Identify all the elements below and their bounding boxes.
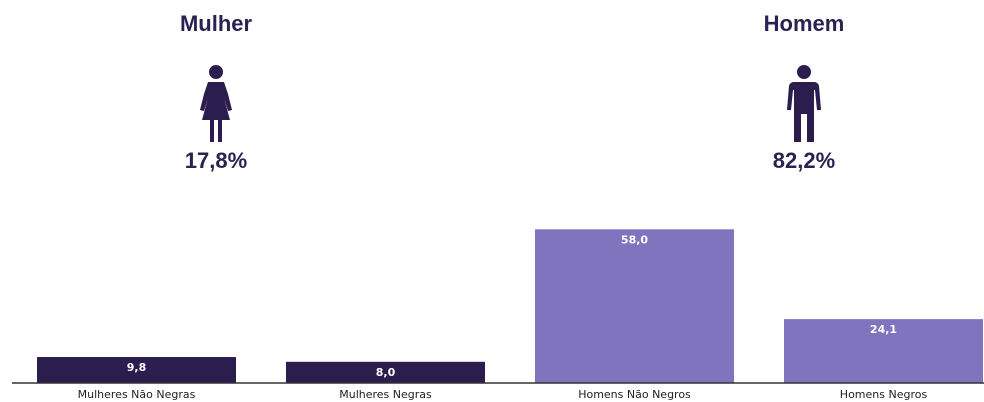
bar-1	[37, 357, 236, 383]
bar-3	[535, 229, 734, 383]
labels-layer: 9,8 Mulheres Não Negras 8,0 Mulheres Negras…	[78, 233, 928, 401]
bar-value-label-1: 9,8	[127, 361, 147, 374]
category-label-1: Mulheres Não Negras	[78, 388, 196, 401]
man-icon	[787, 65, 821, 142]
category-label-3: Homens Não Negros	[578, 388, 691, 401]
bars-layer	[37, 229, 983, 383]
bar-2	[286, 361, 485, 383]
bar-4	[784, 319, 983, 383]
woman-icon	[200, 65, 232, 142]
bar-value-label-4: 24,1	[870, 323, 897, 336]
group-title-homem: Homem	[763, 11, 845, 36]
bar-value-label-2: 8,0	[376, 366, 396, 379]
group-percent-mulher: 17,8%	[184, 148, 248, 173]
group-title-mulher: Mulher	[179, 11, 253, 36]
category-label-2: Mulheres Negras	[339, 388, 432, 401]
bar-value-label-3: 58,0	[621, 233, 648, 246]
category-label-4: Homens Negros	[840, 388, 928, 401]
group-percent-homem: 82,2%	[772, 148, 836, 173]
